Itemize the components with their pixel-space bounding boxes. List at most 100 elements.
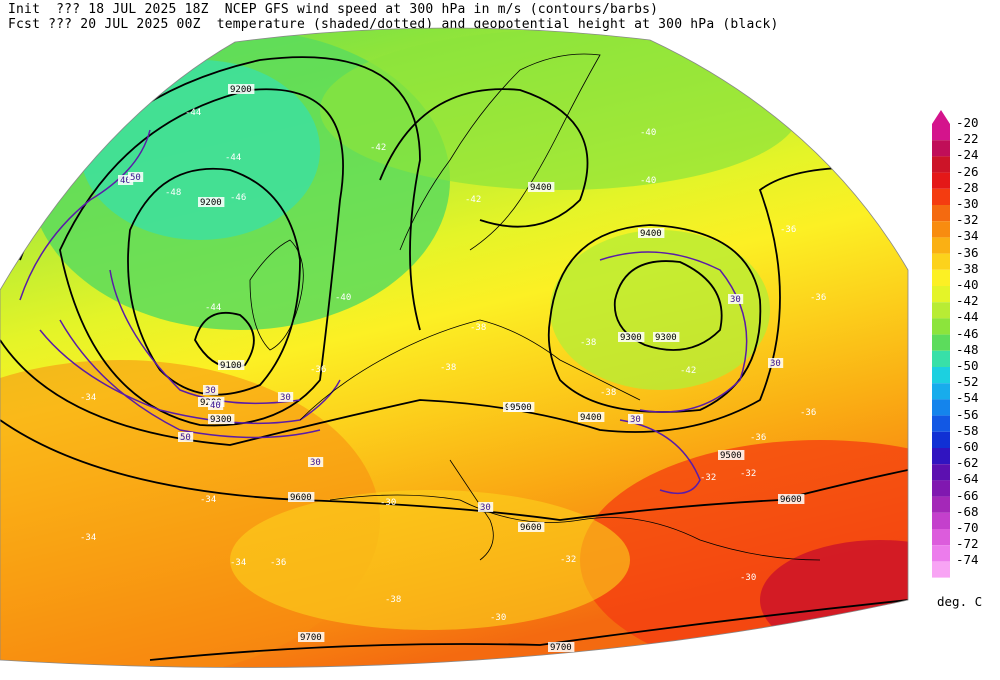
height-label-bg	[528, 182, 555, 192]
wind-label: 30	[310, 458, 321, 468]
colorbar-swatch	[932, 480, 950, 497]
height-contour-9500	[0, 166, 908, 446]
colorbar-level-label: -62	[956, 455, 979, 471]
colorbar-level-label: -60	[956, 439, 979, 454]
height-contour-9200	[127, 167, 301, 396]
wind-label-bg	[278, 392, 294, 402]
colorbar-level-label: -54	[956, 390, 979, 406]
colorbar-swatch	[932, 415, 950, 432]
colorbar-level-label: -70	[956, 520, 979, 535]
height-label: 9600	[290, 493, 312, 503]
coast-italy	[449, 459, 494, 561]
colorbar-swatch	[932, 350, 950, 367]
wind-label: 40	[120, 176, 131, 186]
wind-label: 30	[770, 359, 781, 369]
colorbar-level-label: -32	[956, 212, 979, 228]
colorbar-swatch	[932, 172, 950, 189]
temp-label: -36	[310, 365, 326, 375]
domain-outline	[0, 27, 909, 668]
colorbar	[932, 110, 950, 578]
temp-label: -42	[370, 143, 386, 153]
colorbar-swatch	[932, 399, 950, 416]
height-label-bg	[618, 332, 645, 342]
colorbar-swatch	[932, 205, 950, 222]
colorbar-swatch	[932, 561, 950, 578]
colorbar-level-label: -58	[956, 422, 979, 438]
height-contour-9100	[194, 311, 255, 369]
temp-label: -38	[580, 338, 596, 348]
colorbar-swatch	[932, 383, 950, 400]
wind-label-bg	[208, 400, 224, 410]
wind-contour-50	[59, 319, 321, 439]
colorbar-swatch	[932, 367, 950, 384]
temp-label: -32	[560, 555, 576, 565]
wind-label: 30	[280, 393, 291, 403]
colorbar-swatch	[932, 286, 950, 303]
temp-label: -40	[640, 128, 656, 138]
colorbar-level-label: -40	[956, 277, 979, 292]
colorbar-level-label: -68	[956, 503, 979, 519]
colorbar-swatch	[932, 124, 950, 141]
colorbar-swatch	[932, 156, 950, 173]
coastlines	[249, 53, 821, 561]
wind-label-bg	[728, 294, 744, 304]
height-label-bg	[548, 642, 575, 652]
coast-mediterranean	[329, 494, 821, 561]
height-contour-9700	[149, 599, 908, 661]
temp-label: -30	[490, 613, 506, 623]
colorbar-arrow	[932, 110, 950, 124]
temp-label: -30	[380, 498, 396, 508]
wind-contour-30	[19, 129, 151, 301]
height-label-bg	[208, 414, 235, 424]
temp-label: -44	[205, 303, 221, 313]
colorbar-level-label: -52	[956, 374, 979, 390]
wind-label: 50	[130, 173, 141, 183]
height-label: 9200	[200, 198, 222, 208]
wind-contour-30-east	[599, 251, 748, 413]
height-label: 9400	[580, 413, 602, 423]
colorbar-swatch	[932, 140, 950, 157]
temp-label: -36	[270, 558, 286, 568]
height-label: 9700	[550, 643, 572, 653]
height-label-bg	[288, 492, 315, 502]
temp-label: -38	[600, 388, 616, 398]
height-label-bg	[638, 228, 665, 238]
colorbar-level-label: -64	[956, 471, 979, 487]
colorbar-swatch	[932, 545, 950, 562]
wind-label: 40	[210, 401, 221, 411]
wind-contour-40	[39, 329, 341, 425]
colorbar-level-label: -30	[956, 196, 979, 211]
height-label-bg	[218, 360, 245, 370]
temp-label: -38	[440, 363, 456, 373]
colorbar-swatch	[932, 334, 950, 351]
temp-label: -46	[230, 193, 246, 203]
colorbar-swatch	[932, 188, 950, 205]
temp-label: -34	[230, 558, 246, 568]
temp-label: -40	[335, 293, 351, 303]
height-label-bg	[198, 197, 225, 207]
colorbar-level-label: -48	[956, 341, 979, 357]
colorbar-level-label: -24	[956, 147, 979, 163]
temp-label: -34	[200, 495, 216, 505]
wind-label-bg	[118, 175, 134, 185]
height-label: 9300	[620, 333, 642, 343]
colorbar-swatch	[932, 464, 950, 481]
colorbar-level-label: -50	[956, 358, 979, 373]
coast-scandinavia	[399, 53, 601, 251]
temp-label: -32	[740, 469, 756, 479]
wind-label-bg	[203, 385, 219, 395]
wind-contours	[19, 129, 748, 495]
temp-label: -32	[700, 473, 716, 483]
temp-label: -36	[800, 408, 816, 418]
height-label: 9500	[720, 451, 742, 461]
temp-label: -36	[750, 433, 766, 443]
height-label: 9600	[780, 495, 802, 505]
wind-label: 30	[205, 386, 216, 396]
colorbar-level-label: -66	[956, 487, 979, 503]
colorbar-swatch	[932, 221, 950, 238]
colorbar-level-label: -22	[956, 131, 979, 147]
colorbar-level-label: -56	[956, 406, 979, 422]
wind-contour-30-b	[109, 269, 301, 405]
